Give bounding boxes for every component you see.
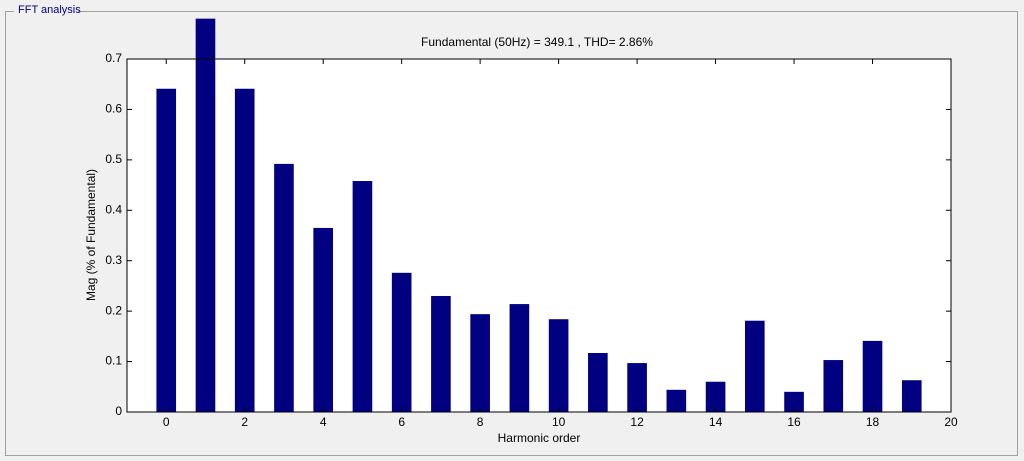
y-tick-label: 0.7 bbox=[105, 51, 122, 65]
x-tick-label: 14 bbox=[709, 415, 723, 429]
y-tick-label: 0.3 bbox=[105, 253, 122, 267]
bar bbox=[548, 319, 569, 412]
x-tick-label: 0 bbox=[163, 415, 170, 429]
bar bbox=[509, 304, 530, 412]
y-tick-label: 0.4 bbox=[105, 202, 122, 216]
plot-area bbox=[127, 59, 951, 412]
x-tick-label: 4 bbox=[320, 415, 327, 429]
axes-box bbox=[126, 58, 952, 413]
bar bbox=[823, 360, 844, 412]
bar bbox=[588, 352, 608, 412]
y-axis-label: Mag (% of Fundamental) bbox=[84, 169, 98, 301]
bar bbox=[431, 296, 451, 412]
x-tick-label: 6 bbox=[398, 415, 405, 429]
bar bbox=[274, 163, 294, 412]
bar bbox=[391, 272, 412, 412]
panel-border bbox=[5, 11, 1018, 456]
bar bbox=[156, 88, 177, 412]
bar bbox=[234, 88, 255, 412]
y-tick-label: 0.1 bbox=[105, 354, 122, 368]
y-tick-label: 0.6 bbox=[105, 102, 122, 116]
x-tick-label: 8 bbox=[477, 415, 484, 429]
y-tick-label: 0.2 bbox=[105, 303, 122, 317]
x-tick-label: 10 bbox=[552, 415, 566, 429]
panel-title-bg bbox=[14, 4, 78, 18]
x-tick-label: 18 bbox=[866, 415, 880, 429]
bar bbox=[745, 320, 765, 412]
bar bbox=[352, 181, 373, 412]
bar bbox=[862, 340, 883, 412]
x-tick-label: 20 bbox=[944, 415, 958, 429]
x-tick-label: 16 bbox=[787, 415, 801, 429]
bar bbox=[901, 380, 922, 412]
bar bbox=[195, 18, 216, 413]
bar bbox=[705, 381, 726, 412]
chart-title: Fundamental (50Hz) = 349.1 , THD= 2.86% bbox=[421, 35, 653, 49]
x-tick-label: 2 bbox=[241, 415, 248, 429]
bar bbox=[627, 363, 647, 412]
y-tick-label: 0.5 bbox=[105, 152, 122, 166]
panel-title: FFT analysis bbox=[18, 4, 81, 16]
x-tick-label: 12 bbox=[630, 415, 644, 429]
bar bbox=[313, 227, 333, 412]
y-tick-label: 0 bbox=[115, 404, 122, 418]
bar bbox=[470, 314, 490, 412]
x-axis-label: Harmonic order bbox=[498, 431, 581, 445]
bar bbox=[784, 391, 804, 412]
bar bbox=[666, 389, 687, 412]
